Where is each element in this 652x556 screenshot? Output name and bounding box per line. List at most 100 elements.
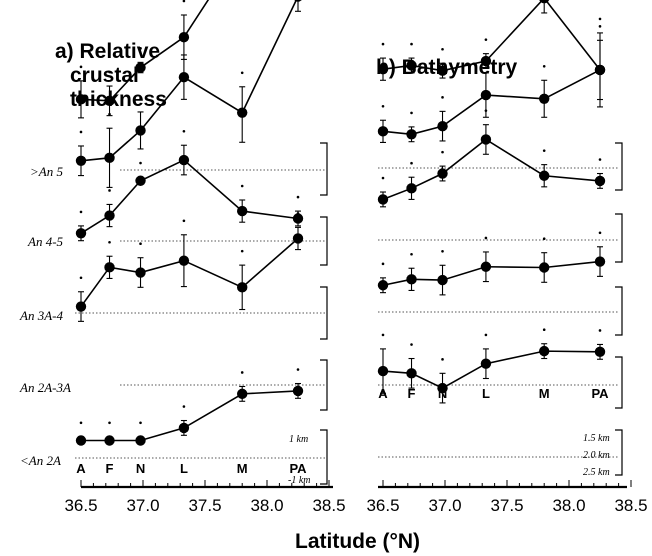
panel-b-x-tick-label-2: 37.5 [490, 496, 523, 515]
panel-b-series-3-point-4 [480, 134, 492, 145]
panel-b-series-2-marker-dot-2 [410, 111, 413, 115]
row-label-an2a: <An 2A [20, 453, 61, 468]
row-label-an5: >An 5 [30, 164, 63, 179]
panel-a-series-2-point-2 [104, 152, 115, 164]
panel-a-series-3-point-3 [135, 175, 146, 186]
panel-b-series-1-marker-dot-6 [598, 17, 602, 21]
panel-b-series-1-point-4 [480, 55, 492, 67]
panel-b-series-2-point-1 [377, 126, 389, 137]
panel-b-series-1-point-3 [437, 65, 448, 76]
row-label-an4-5: An 4-5 [27, 234, 64, 249]
panel-b-series-5-marker-dot-5 [542, 328, 546, 332]
panel-a-site-label-M: M [237, 461, 248, 476]
panel-b-scale-bracket-5 [615, 429, 623, 476]
panel-a-x-tick-label-4: 38.5 [312, 496, 345, 515]
panel-b-series-1-point-2 [406, 60, 417, 71]
row-label-an2a-3a: An 2A-3A [19, 380, 71, 395]
panel-a-series-3-point-1 [75, 228, 87, 239]
panel-a-series-4-point-2 [104, 262, 115, 273]
panel-a-series-1-marker-dot-3 [139, 47, 142, 50]
panel-b-series-3-point-5 [539, 170, 550, 181]
panel-b-series-5-line [382, 350, 601, 390]
panel-b-series-3-marker-dot-1 [381, 176, 385, 180]
panel-b-series-1-point-5 [539, 0, 550, 4]
panel-a-scale-bracket-1 [320, 142, 328, 196]
panel-b-x-tick-label-0: 36.5 [366, 496, 399, 515]
panel-a-x-tick-label-2: 37.5 [188, 496, 221, 515]
panel-b-series-5-point-4 [480, 358, 492, 369]
panel-a-series-5-marker-dot-2 [108, 421, 111, 425]
panel-a: a) Relative crustal thickness >An 5 An 4… [19, 0, 346, 515]
panel-b-series-3-marker-dot-4 [484, 109, 488, 112]
panel-a-series-4-point-5 [237, 282, 248, 293]
panel-b-series-5-point-3 [437, 382, 448, 394]
panel-a-site-labels: A F N L M PA [76, 461, 307, 476]
panel-a-series-3-marker-dot-5 [240, 184, 244, 188]
scale-label-minus1km: -1 km [288, 475, 311, 486]
panel-a-series-5-point-2 [104, 435, 115, 446]
panel-b-series-1-point-1 [377, 63, 389, 75]
panel-a-series-1-marker-dot-1 [79, 65, 83, 69]
panel-a-series-4-marker-dot-3 [139, 242, 142, 246]
panel-b-series-3-marker-dot-5 [542, 149, 546, 152]
panel-b-series-5-point-6 [594, 346, 606, 358]
panel-a-series-4-point-6 [292, 233, 304, 244]
panel-b-series-4-marker-dot-5 [542, 237, 546, 240]
panel-b-scale-bracket-1 [615, 142, 623, 191]
panel-a-series-2-point-1 [75, 155, 87, 166]
panel-b-series-3-point-1 [377, 194, 389, 205]
row-label-an3a-4: An 3A-4 [19, 308, 63, 323]
panel-b-site-label-M: M [539, 386, 550, 401]
panel-b-series-5-marker-dot-6 [598, 329, 602, 332]
panel-a-series-5-point-6 [292, 385, 304, 397]
panel-b-series-4-point-2 [406, 274, 417, 285]
panel-b-series-4-point-5 [539, 262, 550, 273]
panel-b-series-4-marker-dot-1 [381, 262, 385, 266]
panel-b-series-4-point-4 [480, 261, 492, 272]
panel-a-series-3-marker-dot-4 [182, 129, 186, 133]
panel-b-series [377, 0, 623, 476]
panel-b-series-2-line [382, 69, 601, 136]
panel-b-series-3-marker-dot-3 [441, 150, 444, 154]
panel-b-series-4-marker-dot-4 [484, 236, 488, 240]
scale-label-1km: 1 km [289, 434, 308, 445]
panel-a-series-5-marker-dot-3 [139, 421, 142, 425]
panel-a-series-5-line [81, 390, 299, 442]
panel-b-scale-bracket-2 [615, 213, 623, 263]
panel-a-series-1-point-4 [178, 32, 190, 43]
panel-a-series-5-marker-dot-4 [182, 405, 186, 408]
panel-b-series-1-marker-dot-2 [410, 42, 413, 46]
panel-b-x-tick-label-4: 38.5 [614, 496, 647, 515]
scale-label-2-5km: 2.5 km [583, 467, 610, 478]
panel-a-title-line-3: thickness [70, 88, 167, 111]
panel-b-series-5-marker-dot-4 [484, 333, 488, 337]
panel-a-series-2-point-5 [237, 107, 248, 118]
panel-a-series-2-marker-dot-3 [139, 96, 142, 100]
panel-a-x-axis: 36.5 37.0 37.5 38.0 38.5 [64, 480, 346, 515]
x-axis-label: Latitude (°N) [295, 530, 420, 553]
panel-a-series-1-point-1 [75, 94, 87, 105]
panel-a-series-4-point-4 [178, 255, 190, 266]
panel-b: b) Bathymetry 1.5 km 2.0 km 2.5 km AFNLM… [366, 0, 648, 515]
panel-b-series-4-marker-dot-3 [441, 249, 444, 253]
panel-a-site-label-PA: PA [289, 461, 307, 476]
panel-a-series-3-point-2 [104, 210, 115, 221]
panel-a-series-2-point-3 [135, 125, 146, 136]
panel-b-series-5-marker-dot-1 [381, 333, 385, 337]
panel-b-series-4-point-6 [594, 256, 606, 267]
panel-a-site-label-F: F [106, 461, 114, 476]
panel-b-scale-bracket-3 [615, 286, 623, 336]
panel-b-series-5-marker-dot-2 [410, 343, 413, 346]
panel-a-series [75, 0, 328, 485]
panel-a-series-5-point-1 [75, 435, 87, 446]
panel-a-series-2-point-4 [178, 71, 190, 83]
panel-a-x-tick-label-1: 37.0 [126, 496, 159, 515]
panel-b-series-2-marker-dot-3 [441, 96, 444, 99]
panel-b-series-2-point-2 [406, 129, 417, 140]
panel-a-series-4-point-1 [75, 301, 87, 312]
panel-b-series-3-point-2 [406, 183, 417, 194]
panel-b-series-4-marker-dot-6 [598, 231, 602, 235]
panel-a-title-line-2: crustal [70, 64, 139, 87]
panel-a-series-3-point-6 [292, 213, 304, 224]
panel-b-x-axis: 36.5 37.0 37.5 38.0 38.5 [366, 480, 648, 515]
